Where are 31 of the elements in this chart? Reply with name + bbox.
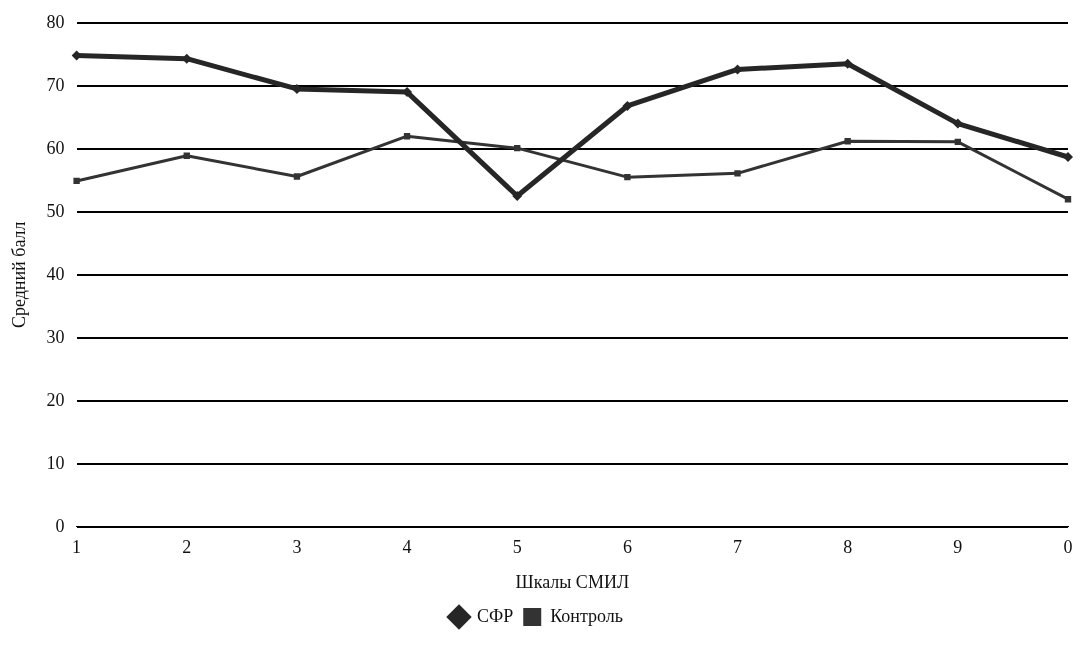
point <box>512 191 523 202</box>
x-tick-label: 3 <box>292 537 302 558</box>
y-tick-label: 0 <box>55 515 65 536</box>
y-tick-label: 60 <box>46 137 65 158</box>
x-tick-label: 7 <box>733 537 743 558</box>
y-tick-label: 80 <box>46 11 65 32</box>
y-tick-label: 20 <box>46 389 65 410</box>
y-tick-label: 10 <box>46 452 65 473</box>
y-tick-label: 30 <box>46 326 65 347</box>
x-tick-label: 2 <box>182 537 192 558</box>
y-axis-title: Средний балл <box>8 221 29 329</box>
point <box>1063 151 1073 162</box>
x-tick-label: 5 <box>512 537 522 558</box>
point <box>952 118 963 129</box>
x-tick-label: 6 <box>622 537 632 558</box>
y-tick-label: 40 <box>46 263 65 284</box>
x-tick-label: 9 <box>953 537 963 558</box>
x-tick-label: 0 <box>1063 537 1073 558</box>
y-tick-label: 50 <box>46 200 65 221</box>
legend-label: СФР <box>476 605 514 626</box>
y-tick-label: 70 <box>46 74 65 95</box>
point <box>734 170 741 177</box>
point <box>624 173 631 181</box>
x-axis-title: Шкалы СМИЛ <box>515 571 630 592</box>
point <box>73 177 80 185</box>
point <box>622 100 633 111</box>
legend-label: Контроль <box>550 605 624 626</box>
point <box>293 173 301 180</box>
x-tick-label: 4 <box>402 537 412 558</box>
x-tick-label: 1 <box>72 537 82 558</box>
x-tick-label: 8 <box>843 537 853 558</box>
